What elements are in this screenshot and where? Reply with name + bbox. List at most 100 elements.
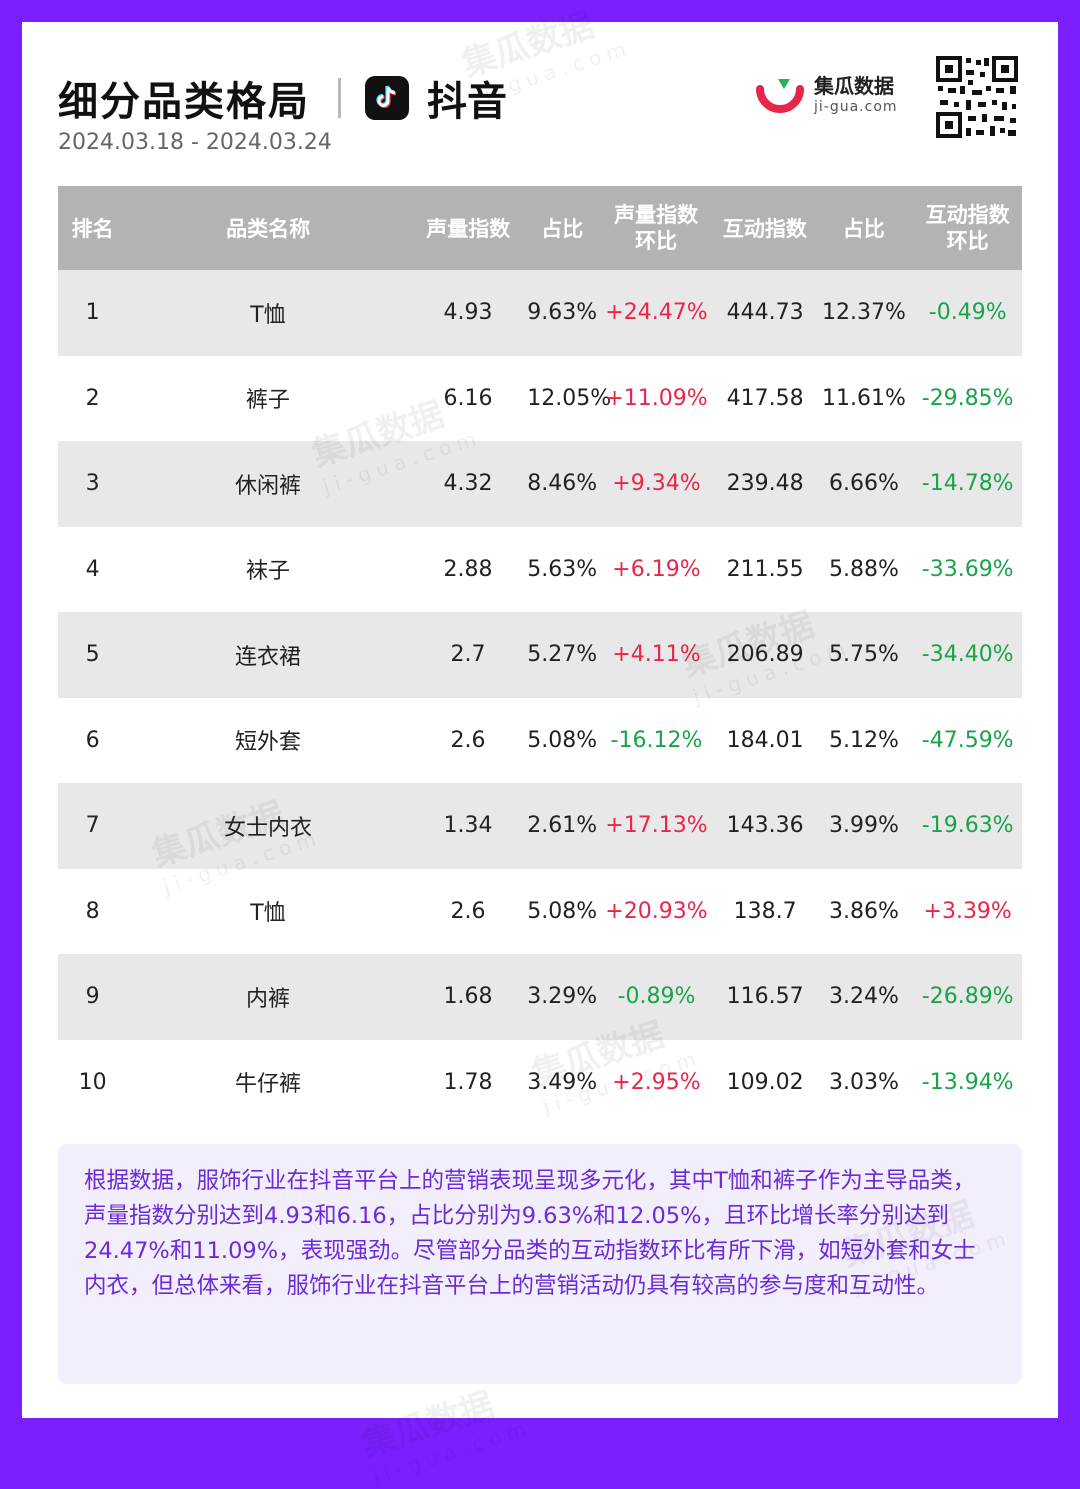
category-cell: T恤	[250, 302, 286, 328]
category-cell: 短外套	[234, 730, 301, 756]
category-cell: 裤子	[245, 388, 290, 414]
category-cell: 女士内衣	[223, 815, 312, 841]
interaction-share-cell: 3.24%	[829, 984, 899, 1010]
date-range: 2024.03.18 - 2024.03.24	[58, 130, 332, 155]
interaction-change-cell: -13.94%	[921, 1069, 1014, 1095]
col-volume-change-line2: 环比	[635, 229, 678, 253]
rank-cell: 3	[85, 471, 100, 497]
table-row: 5 连衣裙 2.7 5.27% +4.11% 206.89 5.75% -34.40%	[58, 612, 1022, 698]
interaction-cell: 116.57	[726, 984, 804, 1010]
rank-cell: 5	[85, 642, 100, 668]
interaction-cell: 211.55	[726, 556, 804, 582]
volume-cell: 1.68	[443, 984, 493, 1010]
table-row: 6 短外套 2.6 5.08% -16.12% 184.01 5.12% -47.59%	[58, 698, 1022, 784]
share-cell: 2.61%	[527, 813, 598, 839]
interaction-share-cell: 5.12%	[829, 727, 899, 753]
table-row: 9 内裤 1.68 3.29% -0.89% 116.57 3.24% -26.89%	[58, 954, 1022, 1040]
interaction-cell: 444.73	[726, 300, 804, 326]
rank-cell: 10	[78, 1069, 107, 1095]
volume-change-cell: +2.95%	[612, 1069, 701, 1095]
interaction-cell: 143.36	[726, 813, 804, 839]
category-cell: 休闲裤	[234, 473, 301, 499]
brand-name: 集瓜数据	[814, 74, 894, 98]
share-cell: 9.63%	[527, 300, 598, 326]
volume-cell: 2.6	[450, 727, 486, 753]
interaction-change-cell: -33.69%	[921, 556, 1014, 582]
interaction-change-cell: -29.85%	[921, 385, 1014, 411]
interaction-share-cell: 5.88%	[829, 556, 899, 582]
interaction-share-cell: 11.61%	[822, 385, 906, 411]
col-category: 品类名称	[226, 217, 311, 241]
col-interaction-change-line2: 环比	[946, 229, 989, 253]
interaction-change-cell: -0.49%	[928, 300, 1007, 326]
title-row: 细分品类格局 抖音	[58, 70, 507, 126]
volume-change-cell: +9.34%	[612, 471, 701, 497]
category-cell: T恤	[250, 901, 286, 927]
rank-cell: 4	[85, 556, 100, 582]
volume-change-cell: +24.47%	[605, 300, 708, 326]
qr-code-icon	[936, 56, 1018, 138]
volume-cell: 6.16	[443, 385, 493, 411]
col-interaction-share: 占比	[842, 217, 885, 241]
share-cell: 12.05%	[527, 385, 612, 411]
table-row: 2 裤子 6.16 12.05% +11.09% 417.58 11.61% -29.85%	[58, 356, 1022, 442]
volume-cell: 2.6	[450, 898, 486, 924]
volume-change-cell: +11.09%	[605, 385, 708, 411]
volume-cell: 2.88	[443, 556, 493, 582]
share-cell: 5.63%	[527, 556, 598, 582]
interaction-share-cell: 3.86%	[829, 898, 899, 924]
rank-cell: 2	[85, 385, 100, 411]
volume-cell: 2.7	[450, 642, 486, 668]
interaction-change-cell: -14.78%	[921, 471, 1014, 497]
col-share: 占比	[541, 217, 584, 241]
category-table: 排名 品类名称 声量指数 占比 声量指数 环比 互动指数 占比 互动指数 环比 …	[58, 186, 1022, 1125]
category-cell: 牛仔裤	[234, 1072, 301, 1098]
volume-change-cell: +4.11%	[612, 642, 701, 668]
tiktok-note-icon	[365, 76, 409, 120]
volume-cell: 4.32	[443, 471, 493, 497]
platform-name: 抖音	[427, 79, 507, 125]
col-interaction-change: 互动指数 环比	[913, 202, 1022, 254]
volume-cell: 1.78	[443, 1069, 493, 1095]
volume-change-cell: -16.12%	[610, 727, 703, 753]
table-row: 8 T恤 2.6 5.08% +20.93% 138.7 3.86% +3.39%	[58, 869, 1022, 955]
table-row: 10 牛仔裤 1.78 3.49% +2.95% 109.02 3.03% -13.94%	[58, 1040, 1022, 1126]
interaction-cell: 138.7	[733, 898, 797, 924]
interaction-change-cell: -26.89%	[921, 984, 1014, 1010]
category-cell: 袜子	[245, 559, 290, 585]
rank-cell: 7	[85, 813, 100, 839]
interaction-share-cell: 3.99%	[829, 813, 899, 839]
table-row: 3 休闲裤 4.32 8.46% +9.34% 239.48 6.66% -14.78%	[58, 441, 1022, 527]
share-cell: 3.49%	[527, 1069, 598, 1095]
share-cell: 5.08%	[527, 727, 598, 753]
col-interaction: 互动指数	[722, 217, 807, 241]
volume-cell: 4.93	[443, 300, 493, 326]
col-volume-change-line1: 声量指数	[614, 203, 699, 227]
interaction-share-cell: 3.03%	[829, 1069, 899, 1095]
interaction-cell: 184.01	[726, 727, 804, 753]
interaction-cell: 239.48	[726, 471, 804, 497]
volume-change-cell: -0.89%	[617, 984, 696, 1010]
rank-cell: 8	[85, 898, 100, 924]
table-row: 1 T恤 4.93 9.63% +24.47% 444.73 12.37% -0.49%	[58, 270, 1022, 356]
share-cell: 5.27%	[527, 642, 598, 668]
share-cell: 3.29%	[527, 984, 598, 1010]
interaction-change-cell: -19.63%	[921, 813, 1014, 839]
col-rank: 排名	[71, 217, 114, 241]
volume-change-cell: +17.13%	[605, 813, 708, 839]
table-header: 排名 品类名称 声量指数 占比 声量指数 环比 互动指数 占比 互动指数 环比	[58, 186, 1022, 270]
title-divider	[338, 78, 341, 118]
category-cell: 连衣裙	[234, 644, 301, 670]
interaction-cell: 417.58	[726, 385, 804, 411]
col-volume: 声量指数	[426, 217, 511, 241]
col-interaction-change-line1: 互动指数	[925, 203, 1010, 227]
volume-change-cell: +6.19%	[612, 556, 701, 582]
rank-cell: 6	[85, 727, 100, 753]
brand-domain: ji-gua.com	[814, 99, 898, 115]
table-row: 4 袜子 2.88 5.63% +6.19% 211.55 5.88% -33.69%	[58, 527, 1022, 613]
interaction-share-cell: 6.66%	[829, 471, 899, 497]
table-body: 1 T恤 4.93 9.63% +24.47% 444.73 12.37% -0.49% 2 裤子…	[58, 270, 1022, 1125]
share-cell: 8.46%	[527, 471, 598, 497]
interaction-change-cell: -34.40%	[921, 642, 1014, 668]
